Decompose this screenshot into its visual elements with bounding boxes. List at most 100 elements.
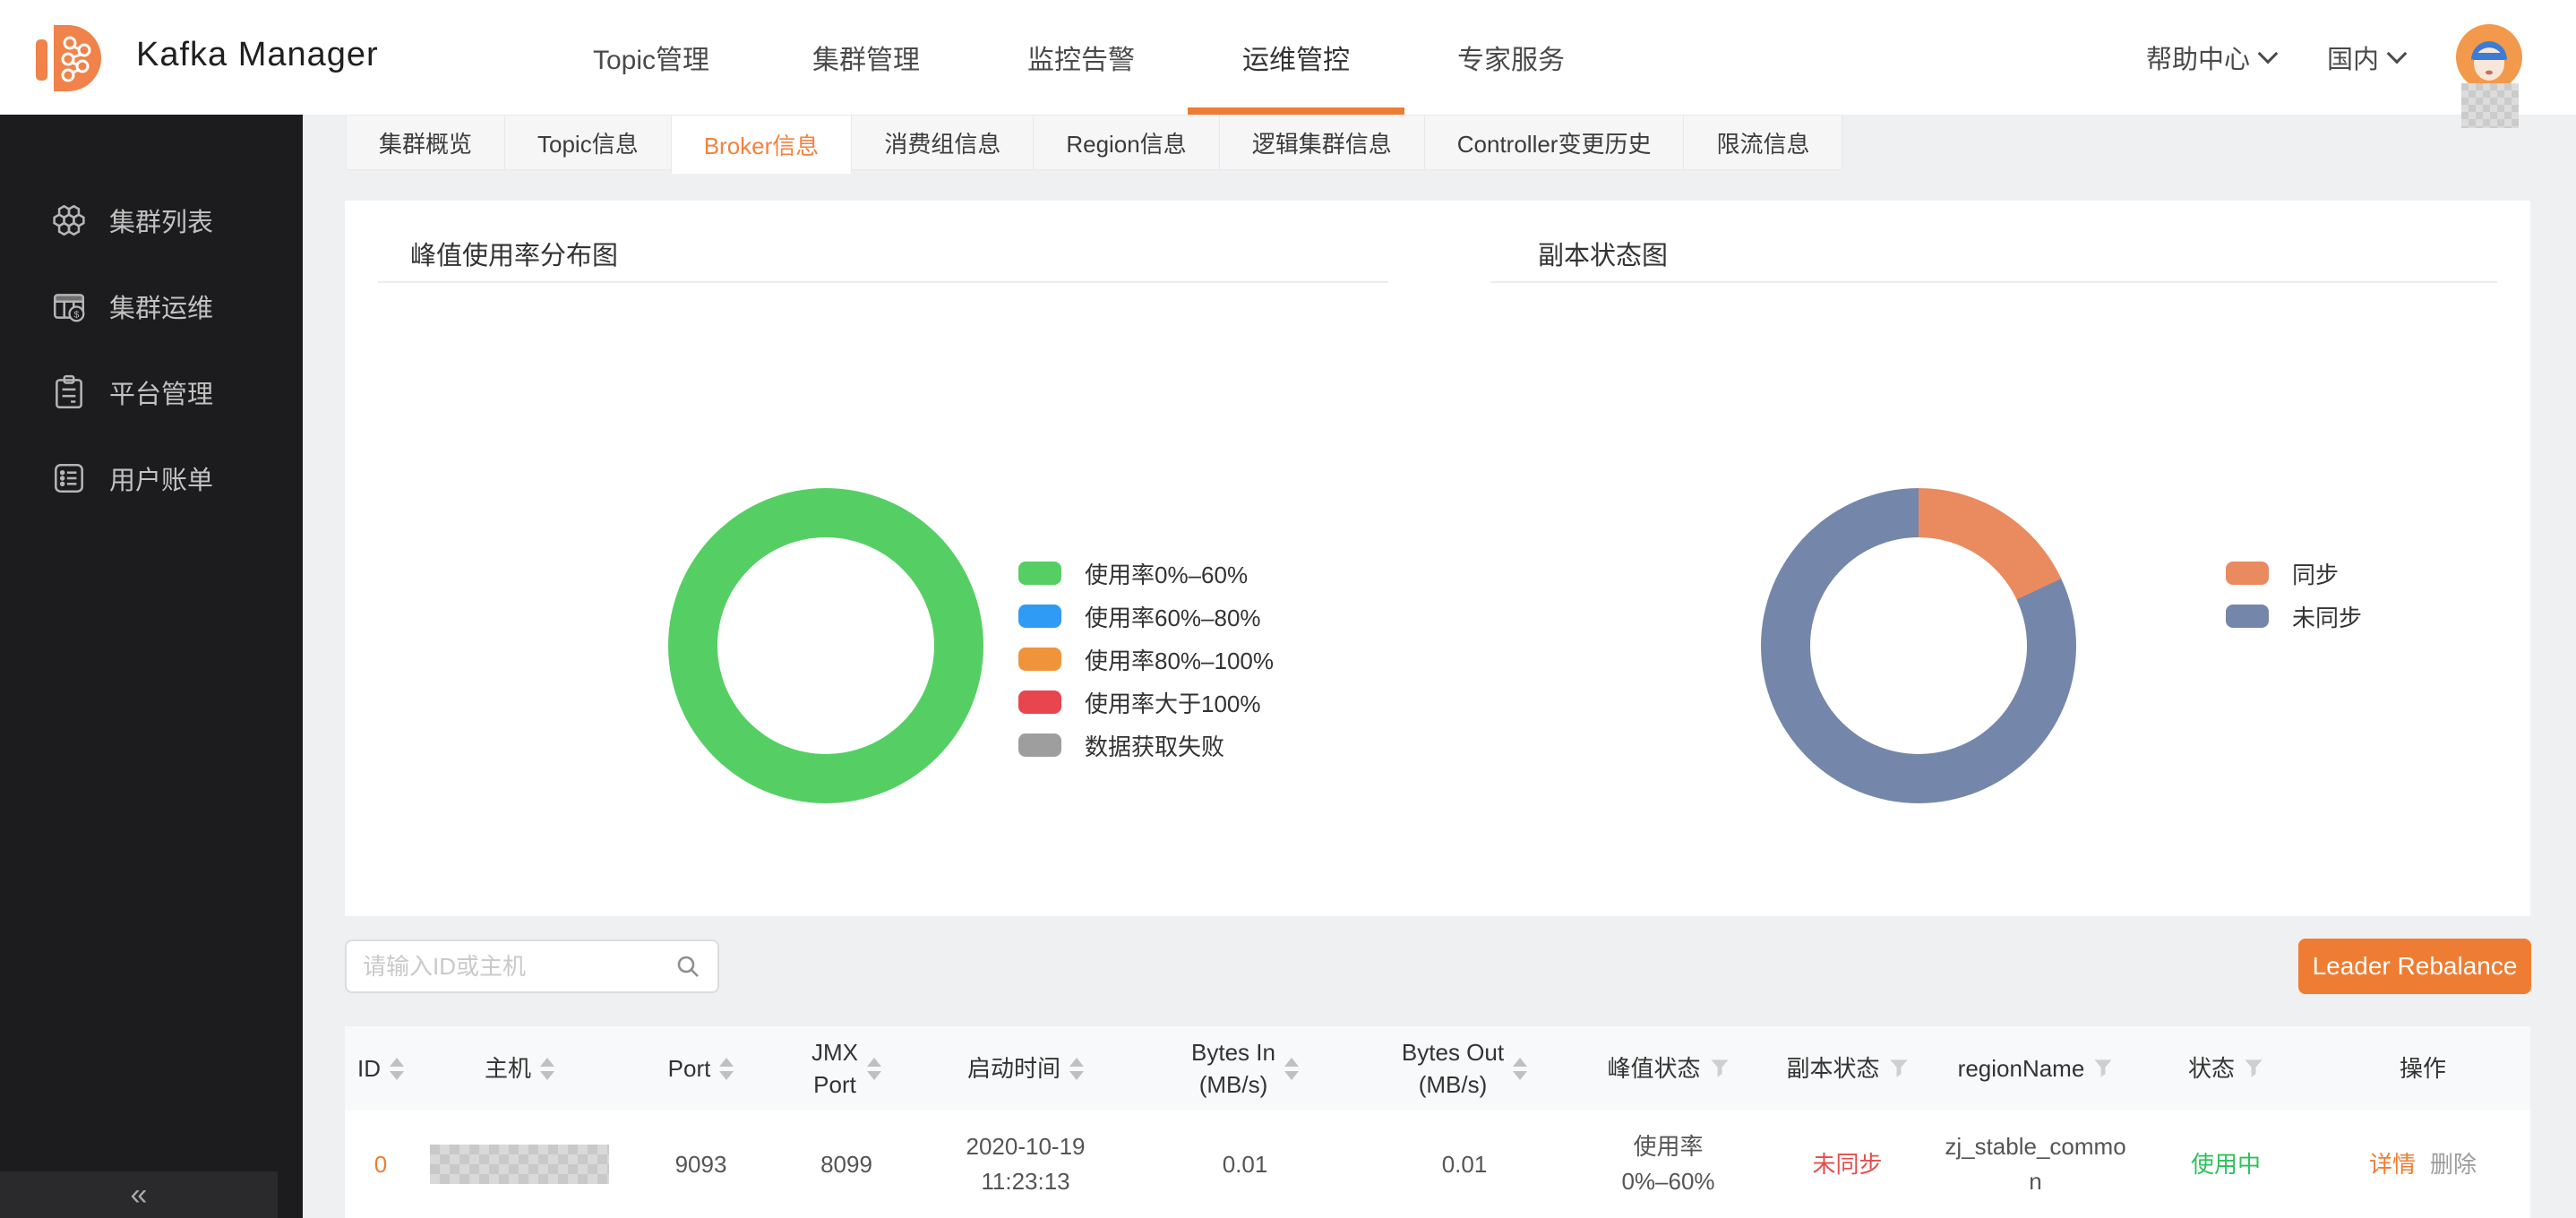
legend-item[interactable]: 未同步 — [2226, 595, 2362, 638]
sidebar-item-label: 用户账单 — [109, 467, 214, 495]
cell-broker-id[interactable]: 0 — [374, 1150, 388, 1178]
nav-topic-management[interactable]: Topic管理 — [592, 46, 710, 75]
col-header-actions: 操作 — [2399, 1054, 2446, 1082]
filter-icon[interactable] — [2093, 1058, 2113, 1079]
user-avatar[interactable] — [2456, 24, 2522, 128]
sort-icon[interactable] — [1069, 1057, 1084, 1080]
avatar-blurred-torso — [2461, 83, 2519, 128]
table-header-row: ID 主机 Port JMX Port 启动时间 Bytes In (MB/s)… — [345, 1026, 2530, 1111]
tab-controller-change-history[interactable]: Controller变更历史 — [1423, 115, 1685, 170]
nav-monitor-alert[interactable]: 监控告警 — [1027, 46, 1135, 75]
tab-cluster-overview[interactable]: 集群概览 — [346, 115, 506, 170]
sort-icon[interactable] — [540, 1057, 554, 1080]
tab-broker-info[interactable]: Broker信息 — [670, 115, 853, 174]
col-header-bytes-in: Bytes In (MB/s) — [1138, 1026, 1352, 1111]
help-center-dropdown[interactable]: 帮助中心 — [2145, 39, 2279, 76]
sidebar-item-label: 集群运维 — [109, 295, 214, 323]
nav-expert-service[interactable]: 专家服务 — [1457, 46, 1565, 75]
replica-status-donut-chart — [1761, 488, 2076, 803]
cell-bytes-out: 0.01 — [1441, 1150, 1488, 1178]
col-header-peak-status: 峰值状态 — [1576, 1026, 1760, 1111]
peak-usage-chart-title: 峰值使用率分布图 — [410, 242, 619, 270]
legend-swatch — [1018, 562, 1061, 585]
sidebar-item-cluster-ops[interactable]: $ 集群运维 — [0, 263, 303, 349]
detail-link[interactable]: 详情 — [2368, 1150, 2416, 1178]
legend-item[interactable]: 同步 — [2226, 552, 2362, 595]
cell-jmx-port: 8099 — [820, 1150, 872, 1178]
legend-item[interactable]: 使用率80%–100% — [1018, 638, 1274, 681]
legend-swatch — [1018, 690, 1061, 714]
sidebar-item-cluster-list[interactable]: 集群列表 — [0, 177, 303, 263]
col-header-start-time: 启动时间 — [914, 1026, 1138, 1111]
sort-icon[interactable] — [867, 1057, 881, 1080]
cell-start-time: 2020-10-19 11:23:13 — [966, 1133, 1086, 1195]
tab-topic-info[interactable]: Topic信息 — [504, 115, 672, 170]
nav-ops-control[interactable]: 运维管控 — [1242, 46, 1350, 75]
main-nav: Topic管理 集群管理 监控告警 运维管控 专家服务 — [544, 0, 1619, 115]
tab-consumer-group-info[interactable]: 消费组信息 — [851, 115, 1035, 170]
filter-icon[interactable] — [2244, 1058, 2263, 1079]
legend-label: 数据获取失败 — [1085, 733, 1225, 760]
delete-link[interactable]: 删除 — [2430, 1150, 2477, 1178]
sort-icon[interactable] — [719, 1057, 734, 1080]
replica-status-chart-title: 副本状态图 — [1538, 242, 1669, 270]
nav-active-underline — [1188, 107, 1404, 115]
legend-label: 使用率0%–60% — [1085, 561, 1249, 588]
region-label: 国内 — [2326, 46, 2379, 74]
cell-status: 使用中 — [2190, 1150, 2261, 1178]
leader-rebalance-button[interactable]: Leader Rebalance — [2298, 939, 2531, 994]
tab-throttle-info[interactable]: 限流信息 — [1683, 115, 1843, 170]
tab-logical-cluster-info[interactable]: 逻辑集群信息 — [1218, 115, 1425, 170]
sort-icon[interactable] — [390, 1057, 404, 1080]
search-icon[interactable] — [674, 953, 701, 980]
legend-item[interactable]: 数据获取失败 — [1018, 724, 1274, 767]
col-header-status: 状态 — [2136, 1026, 2315, 1111]
legend-swatch — [2226, 562, 2269, 585]
sort-icon[interactable] — [1513, 1057, 1528, 1080]
legend-label: 同步 — [2292, 561, 2340, 588]
cell-bytes-in: 0.01 — [1222, 1150, 1268, 1178]
cell-actions: 详情 删除 — [2315, 1111, 2530, 1218]
sidebar-collapse-button[interactable]: « — [0, 1171, 278, 1218]
sidebar-item-platform-management[interactable]: 平台管理 — [0, 349, 303, 435]
col-header-bytes-out: Bytes Out (MB/s) — [1352, 1026, 1576, 1111]
filter-icon[interactable] — [1889, 1058, 1909, 1079]
search-input[interactable] — [363, 952, 674, 981]
chevron-down-icon — [2257, 43, 2279, 64]
legend-swatch — [1018, 733, 1061, 757]
legend-label: 使用率80%–100% — [1085, 647, 1274, 674]
sidebar: 集群列表 $ 集群运维 平台管理 — [0, 115, 303, 1218]
col-header-replica-status: 副本状态 — [1760, 1026, 1935, 1111]
cell-port: 9093 — [674, 1150, 727, 1178]
clipboard-icon — [56, 374, 82, 409]
col-header-id: ID — [345, 1026, 416, 1111]
nav-cluster-management[interactable]: 集群管理 — [812, 46, 920, 75]
replica-status-legend: 同步 未同步 — [2226, 552, 2362, 638]
sort-icon[interactable] — [1284, 1057, 1299, 1080]
col-header-region-name: regionName — [1935, 1026, 2136, 1111]
help-center-label: 帮助中心 — [2145, 46, 2250, 74]
legend-swatch — [1018, 605, 1061, 628]
filter-icon[interactable] — [1710, 1058, 1730, 1079]
divider — [1490, 281, 2497, 283]
legend-item[interactable]: 使用率0%–60% — [1018, 552, 1274, 595]
legend-item[interactable]: 使用率大于100% — [1018, 681, 1274, 724]
bill-list-icon — [55, 464, 83, 493]
legend-label: 未同步 — [2292, 604, 2363, 631]
legend-item[interactable]: 使用率60%–80% — [1018, 595, 1274, 638]
legend-label: 使用率60%–80% — [1085, 604, 1261, 631]
tab-region-info[interactable]: Region信息 — [1033, 115, 1220, 170]
region-dropdown[interactable]: 国内 — [2326, 39, 2408, 76]
cluster-detail-tabs: 集群概览 Topic信息 Broker信息 消费组信息 Region信息 逻辑集… — [346, 115, 1843, 174]
kafka-manager-logo-icon — [36, 25, 101, 91]
divider — [378, 281, 1388, 283]
broker-table: ID 主机 Port JMX Port 启动时间 Bytes In (MB/s)… — [345, 1026, 2530, 1218]
legend-label: 使用率大于100% — [1085, 690, 1261, 717]
col-header-port: Port — [623, 1026, 779, 1111]
svg-text:$: $ — [73, 310, 79, 321]
sidebar-item-user-billing[interactable]: 用户账单 — [0, 435, 303, 521]
cell-host — [416, 1111, 623, 1218]
charts-panel: 峰值使用率分布图 副本状态图 使用率0%–60% 使用率60%–80% 使用率8… — [345, 201, 2530, 916]
col-header-host: 主机 — [416, 1026, 623, 1111]
cell-replica-status: 未同步 — [1812, 1150, 1883, 1178]
